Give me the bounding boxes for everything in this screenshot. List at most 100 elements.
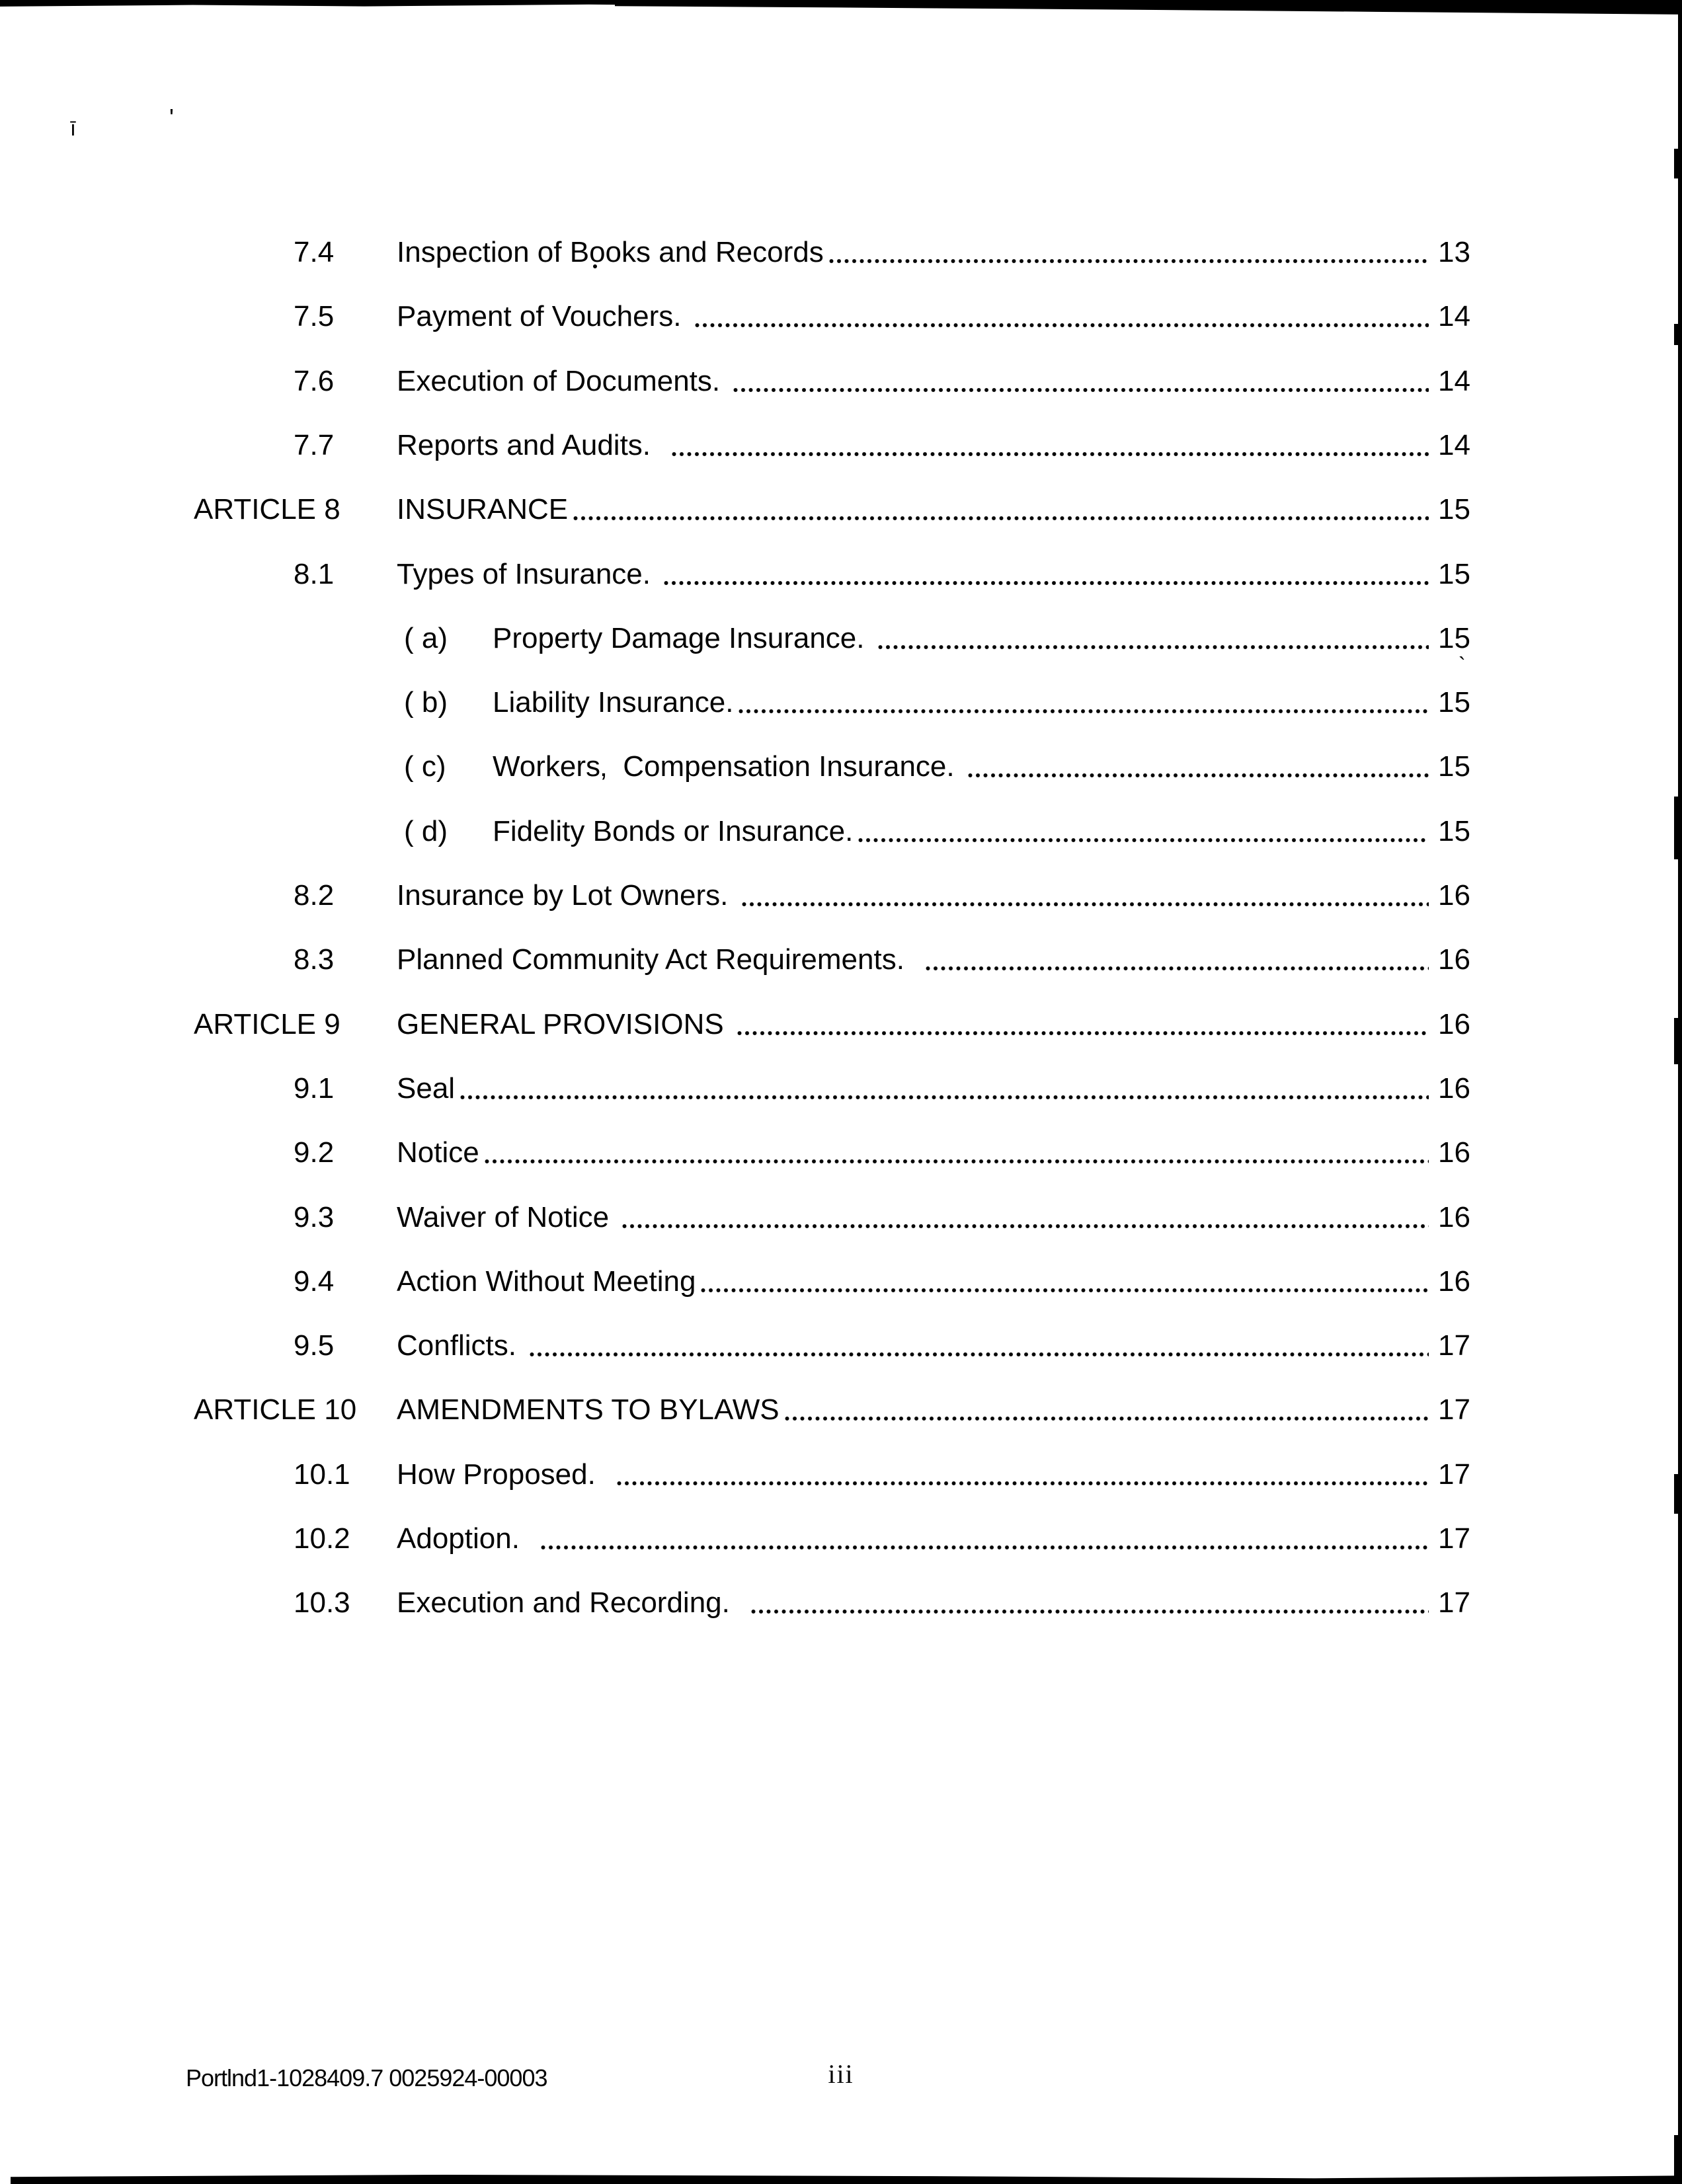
toc-dot-leader: [877, 644, 1429, 650]
toc-entry-page: 16: [1438, 1265, 1470, 1298]
toc-dot-leader: [741, 902, 1429, 907]
toc-entry-number: 9.3: [294, 1200, 335, 1233]
toc-entry-page: 17: [1438, 1522, 1470, 1555]
toc-entry-title: Liability Insurance.: [493, 686, 734, 719]
toc-row: 7.5 Payment of Vouchers. 14: [194, 302, 1470, 331]
scan-artifact-top-bar-right: [615, 0, 1682, 15]
toc-entry-page: 16: [1438, 1072, 1470, 1105]
scan-speck: [593, 264, 597, 268]
toc-row: ARTICLE 8 INSURANCE 15: [194, 495, 1470, 524]
toc-entry-title: Planned Community Act Requirements.: [397, 943, 921, 976]
toc-entry-page: 15: [1438, 557, 1470, 590]
toc-entry-title: Insurance by Lot Owners.: [397, 879, 737, 912]
toc-row: ( b) Liability Insurance. 15: [194, 688, 1470, 717]
toc-dot-leader: [622, 1223, 1429, 1229]
toc-entry-title: AMENDMENTS TO BYLAWS: [397, 1393, 780, 1426]
toc-entry-title: Execution of Documents.: [397, 364, 729, 397]
toc-row: 8.1 Types of Insurance. 15: [194, 557, 1470, 590]
toc-entry-page: 16: [1438, 1007, 1470, 1040]
toc-dot-leader: [701, 1287, 1429, 1293]
toc-row: ( c) Workers‚ Compensation Insurance. 15: [194, 752, 1470, 781]
toc-entry-page: 17: [1438, 1329, 1470, 1362]
toc-row: 7.6 Execution of Documents. 14: [194, 364, 1470, 397]
toc-entry-number: ARTICLE 8: [194, 493, 340, 526]
toc-row: ARTICLE 10 AMENDMENTS TO BYLAWS 17: [194, 1395, 1470, 1424]
toc-row: 8.3 Planned Community Act Requirements. 1…: [194, 945, 1470, 974]
toc-entry-page: 15: [1438, 621, 1470, 654]
footer-doc-id: Portlnd1-1028409.7 0025924-00003: [186, 2064, 547, 2091]
toc-dot-leader: [484, 1159, 1429, 1165]
toc-entry-number: 7.4: [294, 236, 335, 268]
toc-entry-title: Property Damage Insurance.: [493, 621, 873, 654]
scan-artifact-top-bar-left: [0, 0, 1071, 7]
toc-entry-number: ARTICLE 10: [194, 1393, 357, 1426]
toc-entry-number: 8.1: [294, 557, 335, 590]
toc-entry-page: 16: [1438, 879, 1470, 912]
toc-row: 10.3 Execution and Recording. 17: [194, 1588, 1470, 1618]
toc-entry-title: Fidelity Bonds or Insurance.: [493, 814, 854, 847]
toc-row: 9.4 Action Without Meeting 16: [194, 1267, 1470, 1296]
toc-row: 10.2 Adoption. 17: [194, 1524, 1470, 1553]
scan-artifact-right-edge-patch: [1674, 2135, 1682, 2184]
toc-entry-number: 10.3: [294, 1586, 350, 1619]
toc-dot-leader: [926, 966, 1429, 972]
toc-dot-leader: [460, 1094, 1429, 1100]
toc-row: 7.4 Inspection of Books and Records 13: [194, 238, 1470, 267]
scan-artifact-right-edge-patch: [1674, 797, 1682, 859]
toc-entry-title: Execution and Recording.: [397, 1586, 746, 1619]
scan-speck: ': [169, 104, 174, 131]
toc-dot-leader: [858, 837, 1429, 843]
toc-entry-title: Workers‚ Compensation Insurance.: [493, 750, 963, 783]
toc-row: 8.2 Insurance by Lot Owners. 16: [194, 881, 1470, 910]
toc-row: ( a) Property Damage Insurance. 15: [194, 621, 1470, 654]
toc-entry-number: 9.4: [294, 1265, 335, 1298]
toc-row: 9.3 Waiver of Notice 16: [194, 1200, 1470, 1233]
toc-entry-title: Inspection of Books and Records: [397, 236, 824, 268]
toc-entry-number: 9.1: [294, 1072, 335, 1105]
toc-entry-page: 15: [1438, 814, 1470, 847]
toc-entry-page: 14: [1438, 428, 1470, 461]
toc-entry-page: 14: [1438, 364, 1470, 397]
toc-dot-leader: [541, 1545, 1429, 1550]
toc-entry-page: 15: [1438, 686, 1470, 719]
toc-entry-number: 9.5: [294, 1329, 335, 1362]
scan-speck: ī: [70, 116, 76, 140]
toc-entry-number: ( a): [404, 621, 448, 654]
toc-dot-leader: [739, 709, 1429, 715]
toc-entry-title: GENERAL PROVISIONS: [397, 1007, 732, 1040]
toc-entry-page: 16: [1438, 943, 1470, 976]
toc-entry-number: 10.2: [294, 1522, 350, 1555]
toc-entry-title: Seal: [397, 1072, 456, 1105]
toc-entry-page: 13: [1438, 236, 1470, 268]
scan-speck: `: [1459, 653, 1466, 677]
toc-dot-leader: [530, 1352, 1429, 1358]
toc-entry-number: 7.7: [294, 428, 335, 461]
toc-row: ARTICLE 9 GENERAL PROVISIONS 16: [194, 1007, 1470, 1040]
toc-row: 9.2 Notice 16: [194, 1138, 1470, 1167]
toc-entry-number: 10.1: [294, 1458, 350, 1491]
toc-dot-leader: [733, 387, 1429, 393]
toc-entry-page: 15: [1438, 750, 1470, 783]
toc-entry-page: 17: [1438, 1393, 1470, 1426]
toc-entry-page: 16: [1438, 1200, 1470, 1233]
toc-row: 7.7 Reports and Audits. 14: [194, 428, 1470, 461]
scan-artifact-right-edge-line: [1678, 0, 1682, 2184]
toc-dot-leader: [751, 1609, 1429, 1615]
toc-entry-number: 7.5: [294, 300, 335, 333]
scan-artifact-right-edge-patch: [1674, 149, 1682, 178]
toc-entry-number: ( d): [404, 814, 448, 847]
toc-entry-number: ARTICLE 9: [194, 1007, 340, 1040]
toc-entry-title: Conflicts.: [397, 1329, 525, 1362]
toc-entry-title: Payment of Vouchers.: [397, 300, 690, 333]
toc-entry-number: 8.2: [294, 879, 335, 912]
toc-dot-leader: [672, 451, 1429, 457]
toc-row: 10.1 How Proposed. 17: [194, 1460, 1470, 1489]
scan-artifact-right-edge-patch: [1674, 1474, 1682, 1514]
toc-dot-leader: [617, 1480, 1429, 1486]
toc-row: 9.5 Conflicts. 17: [194, 1331, 1470, 1360]
toc-dot-leader: [664, 580, 1429, 586]
toc-entry-number: 7.6: [294, 364, 335, 397]
toc-entry-page: 14: [1438, 300, 1470, 333]
toc-row: ( d) Fidelity Bonds or Insurance. 15: [194, 814, 1470, 847]
